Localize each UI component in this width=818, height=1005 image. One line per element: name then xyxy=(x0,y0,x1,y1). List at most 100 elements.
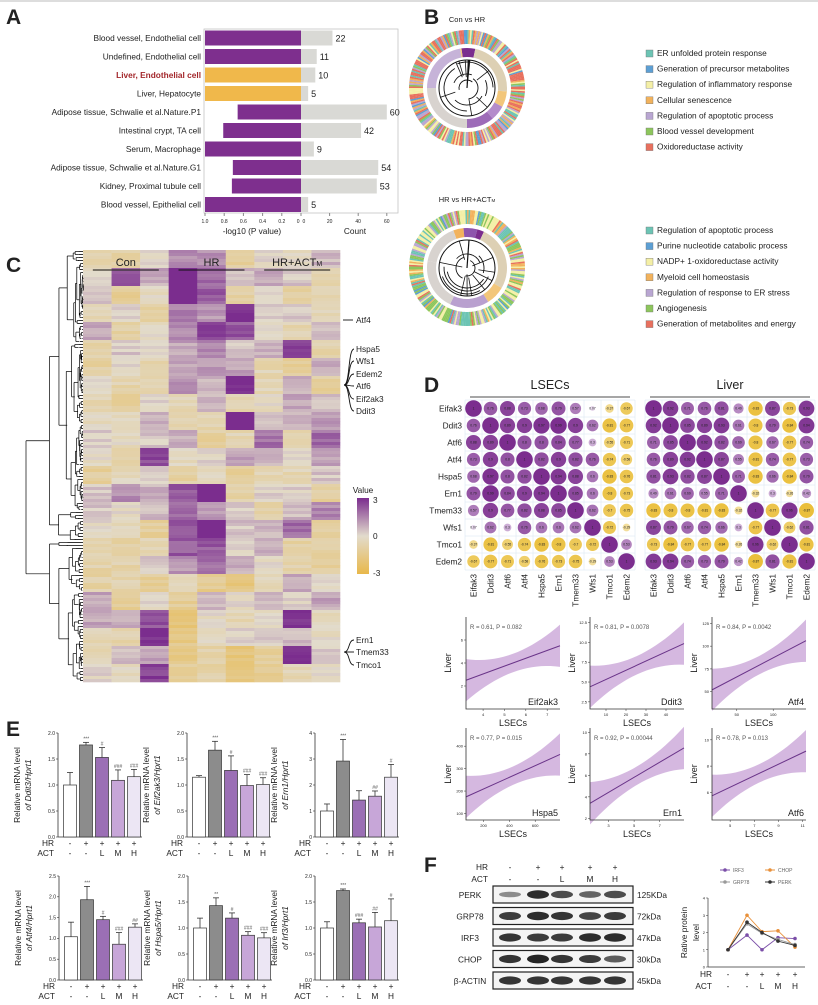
correlation-circle xyxy=(517,537,532,552)
heatmap-cell xyxy=(168,514,198,518)
heatmap-cell xyxy=(168,532,198,536)
ring-segment xyxy=(468,311,471,326)
heatmap-cell xyxy=(111,382,141,386)
heatmap-cell xyxy=(311,562,341,566)
heatmap-cell xyxy=(197,589,227,593)
ring-segment xyxy=(409,91,424,95)
data-point xyxy=(793,943,797,948)
heatmap-cell xyxy=(168,649,198,653)
correlation-value: 0.79 xyxy=(718,560,725,564)
ring-segment xyxy=(473,311,477,326)
hr-condition: + xyxy=(357,838,362,848)
heatmap-cell xyxy=(254,421,284,425)
heatmap-cell xyxy=(311,295,341,299)
ring-segment xyxy=(467,210,469,225)
heatmap-cell xyxy=(311,436,341,440)
heatmap-cell xyxy=(311,379,341,383)
heatmap-cell xyxy=(311,544,341,548)
heatmap-cell xyxy=(197,667,227,671)
heatmap-cell xyxy=(311,547,341,551)
heatmap-cell xyxy=(83,256,112,260)
heatmap-cell xyxy=(282,604,312,608)
ring-segment xyxy=(505,287,520,296)
heatmap-cell xyxy=(140,454,169,458)
correlation-value: -0.55 xyxy=(606,441,614,445)
correlation-value: 0.57 xyxy=(470,509,477,513)
heatmap-cell xyxy=(168,547,198,551)
act-condition: - xyxy=(85,848,88,858)
heatmap-cell xyxy=(83,460,112,464)
correlation-circle xyxy=(662,417,679,434)
ring-segment xyxy=(504,289,518,299)
heatmap-cell xyxy=(282,406,312,410)
heatmap-cell xyxy=(225,274,255,278)
correlation-circle xyxy=(482,502,499,519)
ring-segment xyxy=(506,286,520,294)
column-label: Atf4 xyxy=(520,574,530,589)
ring-segment xyxy=(495,44,507,56)
hr-condition: + xyxy=(389,981,394,991)
heatmap-cell xyxy=(168,274,198,278)
heatmap-cell xyxy=(140,478,169,482)
ring-segment xyxy=(437,37,446,51)
heatmap-cell xyxy=(254,385,284,389)
heatmap-cell xyxy=(254,373,284,377)
heatmap-cell xyxy=(140,343,169,347)
heatmap-cell xyxy=(225,292,255,296)
ring-segment xyxy=(506,106,520,114)
ring-segment xyxy=(504,58,518,67)
ring-segment xyxy=(450,211,456,226)
ring-segment xyxy=(480,32,487,47)
correlation-circle xyxy=(768,489,777,498)
heatmap-cell xyxy=(111,289,141,293)
heatmap-cell xyxy=(140,427,169,431)
heatmap-cell xyxy=(111,490,141,494)
heatmap-cell xyxy=(311,412,341,416)
heatmap-cell xyxy=(197,538,227,542)
correlation-value: 0.87 xyxy=(769,407,776,411)
bar xyxy=(209,905,223,981)
heatmap-cell xyxy=(282,553,312,557)
heatmap-cell xyxy=(254,250,284,254)
heatmap-cell xyxy=(282,286,312,290)
heatmap-cell xyxy=(197,445,227,449)
ring-segment xyxy=(423,296,435,308)
heatmap-cell xyxy=(168,280,198,284)
x-tick-label: 11 xyxy=(801,823,806,828)
correlation-value: -0.71 xyxy=(623,441,631,445)
heatmap-cell xyxy=(311,439,341,443)
count-bar xyxy=(301,86,309,101)
hr-condition: - xyxy=(509,862,512,872)
correlation-value: 0.9 xyxy=(556,458,561,462)
ring-segment xyxy=(432,123,443,136)
heatmap-cell xyxy=(311,526,341,530)
ring-segment xyxy=(429,223,440,235)
correlation-value: -0.83 xyxy=(752,475,760,479)
group-label-main: Con xyxy=(116,257,136,269)
heatmap-cell xyxy=(140,673,169,677)
heatmap-cell xyxy=(111,553,141,557)
ring-segment xyxy=(416,57,430,67)
heatmap-cell xyxy=(140,280,169,284)
ring-segment xyxy=(428,301,440,313)
heatmap-cell xyxy=(111,385,141,389)
heatmap-cell xyxy=(83,319,112,323)
heatmap-cell xyxy=(311,274,341,278)
heatmap-cell xyxy=(225,403,255,407)
correlation-circle xyxy=(748,452,763,467)
heatmap-cell xyxy=(168,418,198,422)
tick-label: 0 xyxy=(297,219,300,225)
heatmap-cell xyxy=(111,331,141,335)
heatmap-cell xyxy=(282,280,312,284)
ring-segment xyxy=(430,42,441,54)
heatmap-cell xyxy=(111,412,141,416)
heatmap-cell xyxy=(254,379,284,383)
correlation-value: 0.82 xyxy=(538,458,545,462)
heatmap-cell xyxy=(282,517,312,521)
bar xyxy=(63,784,77,838)
correlation-value: 1 xyxy=(541,475,543,479)
protein-band xyxy=(527,911,549,921)
ring-segment xyxy=(486,35,495,50)
heatmap-cell xyxy=(168,382,198,386)
ring-segment xyxy=(498,227,510,239)
